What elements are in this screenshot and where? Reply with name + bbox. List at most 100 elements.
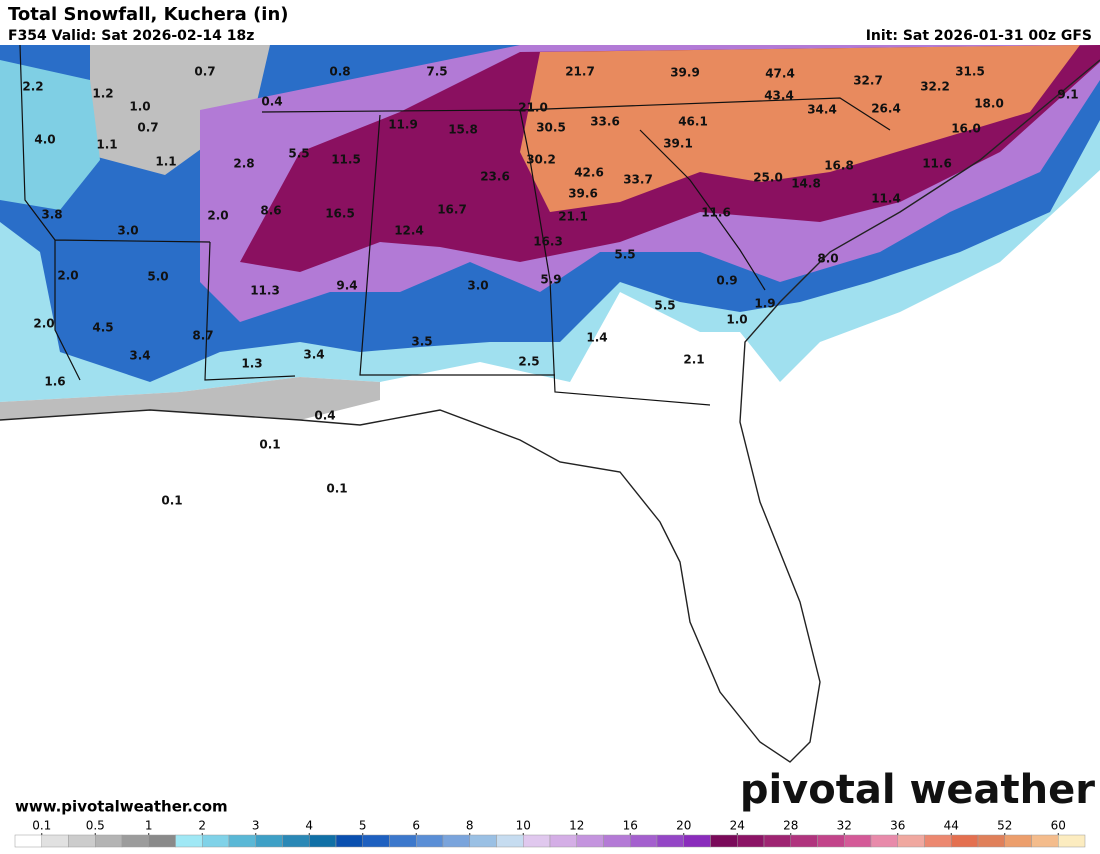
colorbar-tick-label: 28 — [783, 819, 798, 833]
snowfall-label: 5.0 — [147, 270, 168, 284]
colorbar-tick-label: 4 — [305, 819, 313, 833]
colorbar-box — [737, 834, 765, 848]
snowfall-label: 0.8 — [329, 65, 350, 79]
colorbar-tick-label: 2 — [198, 819, 206, 833]
snowfall-label: 1.1 — [96, 138, 117, 152]
colorbar-tick-label: 12 — [569, 819, 584, 833]
colorbar-box — [549, 834, 577, 848]
colorbar-box — [41, 834, 69, 848]
colorbar-box — [870, 834, 898, 848]
watermark: pivotal weather — [740, 767, 1095, 813]
snowfall-label: 4.0 — [34, 133, 55, 147]
colorbar-box — [228, 834, 256, 848]
field-gray — [0, 377, 380, 420]
colorbar-box — [790, 834, 818, 848]
colorbar-box — [576, 834, 604, 848]
snowfall-label: 1.0 — [726, 313, 747, 327]
snowfall-label: 8.6 — [260, 204, 281, 218]
snowfall-label: 21.0 — [518, 101, 548, 115]
colorbar-tick-label: 3 — [252, 819, 260, 833]
snowfall-label: 1.9 — [754, 297, 775, 311]
colorbar-box — [148, 834, 176, 848]
snowfall-label: 16.3 — [533, 235, 563, 249]
colorbar-box — [844, 834, 872, 848]
colorbar: 0.1 0.5 1 2 3 4 5 6 8 10 12 16 20 24 28 32 36 44 52 60 — [14, 819, 1086, 848]
snowfall-label: 16.5 — [325, 207, 355, 221]
field-orange — [520, 45, 1080, 212]
colorbar-box — [1031, 834, 1059, 848]
snowfall-label: 18.0 — [974, 97, 1004, 111]
snowfall-label: 0.1 — [259, 438, 280, 452]
snowfall-label: 39.9 — [670, 66, 700, 80]
colorbar-tick-label: 16 — [623, 819, 638, 833]
snowfall-label: 39.6 — [568, 187, 598, 201]
snowfall-label: 2.0 — [207, 209, 228, 223]
snowfall-label: 11.6 — [701, 206, 731, 220]
colorbar-box — [282, 834, 310, 848]
snowfall-label: 21.1 — [558, 210, 588, 224]
snowfall-label: 0.9 — [716, 274, 737, 288]
colorbar-box — [683, 834, 711, 848]
colorbar-tick-label: 52 — [997, 819, 1012, 833]
snowfall-label: 1.3 — [241, 357, 262, 371]
colorbar-box — [496, 834, 524, 848]
snowfall-label: 46.1 — [678, 115, 708, 129]
colorbar-box — [309, 834, 337, 848]
colorbar-box — [362, 834, 390, 848]
snowfall-label: 47.4 — [765, 67, 795, 81]
colorbar-tick-label: 44 — [944, 819, 959, 833]
colorbar-tick-label: 36 — [890, 819, 905, 833]
snowfall-label: 4.5 — [92, 321, 113, 335]
snowfall-label: 32.2 — [920, 80, 950, 94]
snowfall-label: 3.5 — [411, 335, 432, 349]
snowfall-label: 2.0 — [33, 317, 54, 331]
snowfall-label: 8.0 — [817, 252, 838, 266]
snowfall-label: 14.8 — [791, 177, 821, 191]
snowfall-label: 0.1 — [161, 494, 182, 508]
snowfall-label: 2.8 — [233, 157, 254, 171]
snowfall-label: 1.0 — [129, 100, 150, 114]
snowfall-label: 3.0 — [467, 279, 488, 293]
colorbar-box — [175, 834, 203, 848]
snowfall-label: 0.4 — [314, 409, 335, 423]
snowfall-label: 1.4 — [586, 331, 607, 345]
colorbar-box — [710, 834, 738, 848]
snowfall-label: 0.1 — [326, 482, 347, 496]
snowfall-label: 9.4 — [336, 279, 357, 293]
snowfall-label: 5.5 — [654, 299, 675, 313]
snowfall-label: 2.2 — [22, 80, 43, 94]
snowfall-label: 16.8 — [824, 159, 854, 173]
snowfall-label: 3.0 — [117, 224, 138, 238]
snowfall-label: 2.5 — [518, 355, 539, 369]
colorbar-box — [68, 834, 96, 848]
snowfall-label: 2.0 — [57, 269, 78, 283]
colorbar-box — [389, 834, 417, 848]
snowfall-label: 15.8 — [448, 123, 478, 137]
colorbar-tick-label: 6 — [412, 819, 420, 833]
point-labels: 2.2 1.2 0.7 0.8 7.5 21.7 39.9 47.4 32.7 31.5 32.2 0… — [22, 65, 1078, 508]
website: www.pivotalweather.com — [15, 798, 228, 816]
colorbar-box — [924, 834, 952, 848]
colorbar-tick-label: 60 — [1051, 819, 1066, 833]
snowfall-label: 1.1 — [155, 155, 176, 169]
colorbar-box — [95, 834, 123, 848]
snowfall-label: 33.6 — [590, 115, 620, 129]
colorbar-tick-label: 20 — [676, 819, 691, 833]
colorbar-box — [469, 834, 497, 848]
snowfall-label: 11.9 — [388, 118, 418, 132]
snowfall-label: 8.7 — [192, 329, 213, 343]
colorbar-box — [523, 834, 551, 848]
title: Total Snowfall, Kuchera (in) — [8, 4, 289, 25]
snowfall-label: 16.0 — [951, 122, 981, 136]
snowfall-label: 30.5 — [536, 121, 566, 135]
snowfall-label: 11.4 — [871, 192, 901, 206]
colorbar-box — [1004, 834, 1032, 848]
snowfall-label: 33.7 — [623, 173, 653, 187]
snowfall-label: 11.5 — [331, 153, 361, 167]
colorbar-box — [817, 834, 845, 848]
snowfall-label: 9.1 — [1057, 88, 1078, 102]
colorbar-box — [14, 834, 42, 848]
snowfall-label: 16.7 — [437, 203, 467, 217]
colorbar-box — [603, 834, 631, 848]
